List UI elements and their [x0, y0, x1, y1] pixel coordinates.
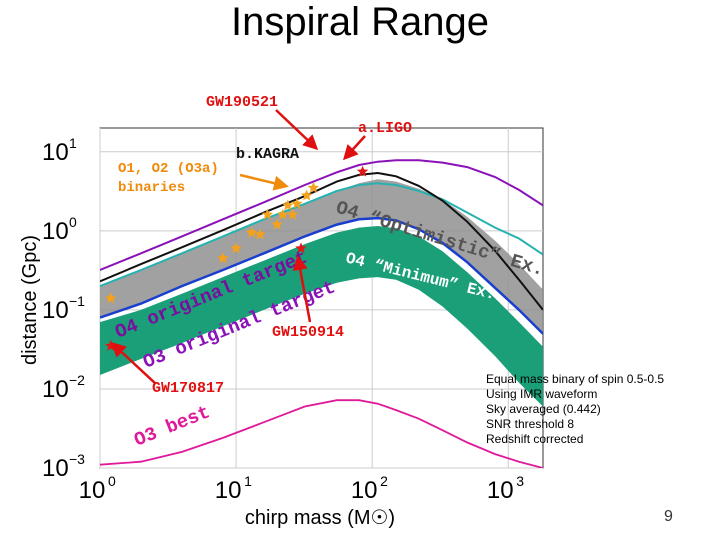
o12-binary-star — [286, 208, 299, 220]
y-tick-label: 10 — [42, 218, 69, 245]
x-tick-label: 10 — [487, 477, 514, 504]
o12-arrow — [239, 173, 289, 191]
o12-binary-star — [245, 226, 258, 238]
o3-best-line — [100, 399, 543, 468]
event-star — [356, 165, 369, 177]
o12-binary-star — [105, 292, 117, 304]
x-tick-exponent: 2 — [380, 473, 388, 489]
y-tick-label: 10 — [42, 376, 69, 403]
slide-title: Inspiral Range — [231, 0, 489, 44]
series-layer — [100, 159, 543, 468]
o12-binary-star — [300, 189, 313, 201]
x-tick-exponent: 1 — [244, 473, 252, 489]
tick-labels: 10 0 10 1 10 2 10 310 110 010 −110 −210 −3 — [42, 135, 524, 504]
kagra-line — [100, 171, 543, 311]
bkagra-label: b.KAGRA — [236, 146, 299, 163]
o12-binary-star — [307, 181, 320, 193]
aligo-o4-line — [100, 159, 543, 271]
aligo-label: a.LIGO — [358, 120, 412, 137]
o12-binary-star — [271, 218, 283, 230]
gw150914-label: GW150914 — [272, 324, 344, 341]
note-line-4: SNR threshold 8 — [486, 417, 575, 431]
event-star — [295, 242, 307, 254]
x-axis-label: chirp mass (M☉) — [245, 507, 395, 529]
o4-minimum-line — [100, 216, 543, 335]
page-number: 9 — [664, 508, 673, 525]
x-tick-exponent: 3 — [516, 473, 524, 489]
x-tick-label: 10 — [351, 477, 378, 504]
x-tick-label: 10 — [215, 477, 242, 504]
note-line-1: Equal mass binary of spin 0.5-0.5 — [486, 372, 665, 386]
y-tick-label: 10 — [42, 139, 69, 166]
o12-binary-star — [291, 197, 303, 209]
y-tick-exponent: −2 — [69, 372, 85, 388]
y-tick-exponent: 1 — [69, 135, 77, 151]
gw190521-label: GW190521 — [206, 94, 278, 111]
gw170817-arrow — [110, 341, 157, 385]
marker-layer — [105, 165, 369, 351]
x-tick-label: 10 — [79, 477, 106, 504]
x-tick-exponent: 0 — [108, 473, 116, 489]
y-tick-exponent: −3 — [69, 451, 85, 467]
gw190521-arrow — [275, 109, 319, 151]
y-tick-exponent: 0 — [69, 214, 77, 230]
o12-label-line2: binaries — [118, 180, 185, 196]
o12-label-line1: O1, O2 (O3a) — [118, 161, 219, 177]
o12-binary-star — [230, 242, 242, 254]
y-tick-label: 10 — [42, 455, 69, 482]
gw170817-label: GW170817 — [152, 380, 224, 397]
o12-binary-star — [254, 228, 266, 240]
o12-binary-star — [217, 252, 229, 264]
o4-range-band — [100, 179, 543, 334]
y-tick-exponent: −1 — [69, 293, 85, 309]
o4-optimistic-line — [100, 182, 543, 288]
note-line-5: Redshift corrected — [486, 432, 584, 446]
o12-binary-star — [261, 208, 274, 220]
note-line-3: Sky averaged (0.442) — [486, 402, 601, 416]
note-line-2: Using IMR waveform — [486, 387, 598, 401]
event-star — [105, 339, 117, 351]
aligo-arrow — [342, 135, 366, 161]
o12-binary-star — [282, 199, 294, 211]
o3-range-band — [100, 226, 543, 407]
y-axis-label: distance (Gpc) — [19, 235, 41, 365]
gw150914-arrow — [292, 255, 312, 323]
y-tick-label: 10 — [42, 297, 69, 324]
o12-binary-star — [277, 208, 289, 220]
